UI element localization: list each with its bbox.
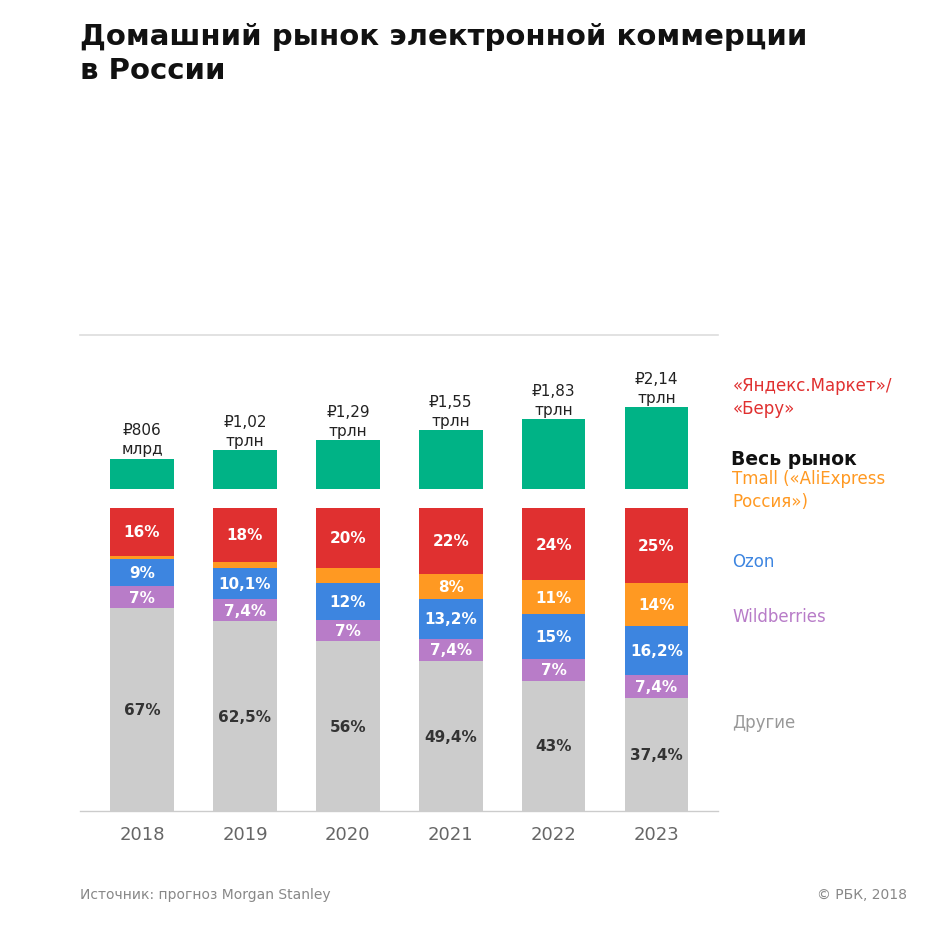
Bar	[521, 420, 585, 489]
Text: Источник: прогноз Morgan Stanley: Источник: прогноз Morgan Stanley	[80, 887, 330, 901]
Bar	[521, 614, 585, 660]
Bar	[315, 620, 379, 641]
Text: 7,4%: 7,4%	[224, 603, 265, 618]
Bar	[110, 560, 174, 587]
Bar	[521, 581, 585, 614]
Text: © РБК, 2018: © РБК, 2018	[817, 887, 906, 901]
Bar	[315, 568, 379, 584]
Text: Другие: Другие	[732, 714, 795, 731]
Text: 16,2%: 16,2%	[630, 643, 683, 658]
Text: Ozon: Ozon	[732, 552, 774, 570]
Bar	[315, 440, 379, 489]
Bar	[521, 660, 585, 680]
Bar	[418, 575, 482, 599]
Text: Весь рынок: Весь рынок	[730, 450, 855, 468]
Text: 62,5%: 62,5%	[218, 709, 271, 724]
Bar	[418, 662, 482, 811]
Bar	[624, 508, 687, 584]
Bar	[212, 508, 277, 563]
Text: 9%: 9%	[129, 565, 155, 580]
Bar	[315, 584, 379, 620]
Text: 22%: 22%	[431, 534, 468, 549]
Bar	[110, 608, 174, 811]
Bar	[315, 641, 379, 811]
Text: ₽1,29
трлн: ₽1,29 трлн	[326, 404, 369, 438]
Text: 56%: 56%	[329, 718, 365, 734]
Text: Wildberries: Wildberries	[732, 608, 825, 626]
Text: ₽1,55
трлн: ₽1,55 трлн	[429, 395, 472, 428]
Bar	[624, 584, 687, 627]
Text: 13,2%: 13,2%	[424, 612, 477, 627]
Text: 12%: 12%	[329, 594, 365, 610]
Bar	[212, 568, 277, 599]
Text: 7%: 7%	[129, 590, 155, 605]
Text: 7%: 7%	[334, 623, 361, 639]
Text: 7,4%: 7,4%	[634, 679, 677, 694]
Bar	[110, 459, 174, 489]
Text: 16%: 16%	[124, 525, 160, 540]
Bar	[521, 680, 585, 811]
Bar	[624, 676, 687, 698]
Bar	[110, 508, 174, 556]
Bar	[624, 408, 687, 489]
Text: ₽1,02
трлн: ₽1,02 трлн	[223, 414, 266, 449]
Text: 15%: 15%	[535, 629, 571, 644]
Bar	[521, 508, 585, 581]
Text: 11%: 11%	[535, 590, 571, 605]
Text: Tmall («AliExpress
Россия»): Tmall («AliExpress Россия»)	[732, 469, 885, 510]
Text: ₽1,83
трлн: ₽1,83 трлн	[531, 384, 575, 417]
Bar	[212, 451, 277, 489]
Text: 25%: 25%	[637, 539, 674, 553]
Text: 43%: 43%	[534, 739, 571, 754]
Text: «Яндекс.Маркет»/
«Беру»: «Яндекс.Маркет»/ «Беру»	[732, 377, 891, 418]
Text: 7,4%: 7,4%	[430, 642, 471, 657]
Bar	[315, 508, 379, 568]
Text: 14%: 14%	[637, 598, 674, 613]
Text: 37,4%: 37,4%	[630, 747, 683, 762]
Bar	[418, 639, 482, 662]
Text: 10,1%: 10,1%	[218, 577, 271, 591]
Bar	[110, 587, 174, 608]
Text: 67%: 67%	[124, 702, 160, 717]
Text: 8%: 8%	[437, 579, 464, 594]
Text: 7%: 7%	[540, 663, 565, 678]
Bar	[212, 599, 277, 622]
Bar	[624, 698, 687, 811]
Text: 18%: 18%	[227, 527, 262, 543]
Bar	[624, 627, 687, 676]
Text: ₽806
млрд: ₽806 млрд	[121, 423, 162, 457]
Text: 49,4%: 49,4%	[424, 729, 477, 743]
Bar	[418, 508, 482, 575]
Bar	[418, 430, 482, 489]
Bar	[110, 556, 174, 560]
Bar	[212, 563, 277, 568]
Text: ₽2,14
трлн: ₽2,14 трлн	[634, 372, 678, 405]
Text: 24%: 24%	[534, 537, 571, 552]
Bar	[418, 599, 482, 639]
Bar	[212, 622, 277, 811]
Text: 20%: 20%	[329, 531, 365, 546]
Text: Домашний рынок электронной коммерции
в России: Домашний рынок электронной коммерции в Р…	[80, 23, 807, 84]
